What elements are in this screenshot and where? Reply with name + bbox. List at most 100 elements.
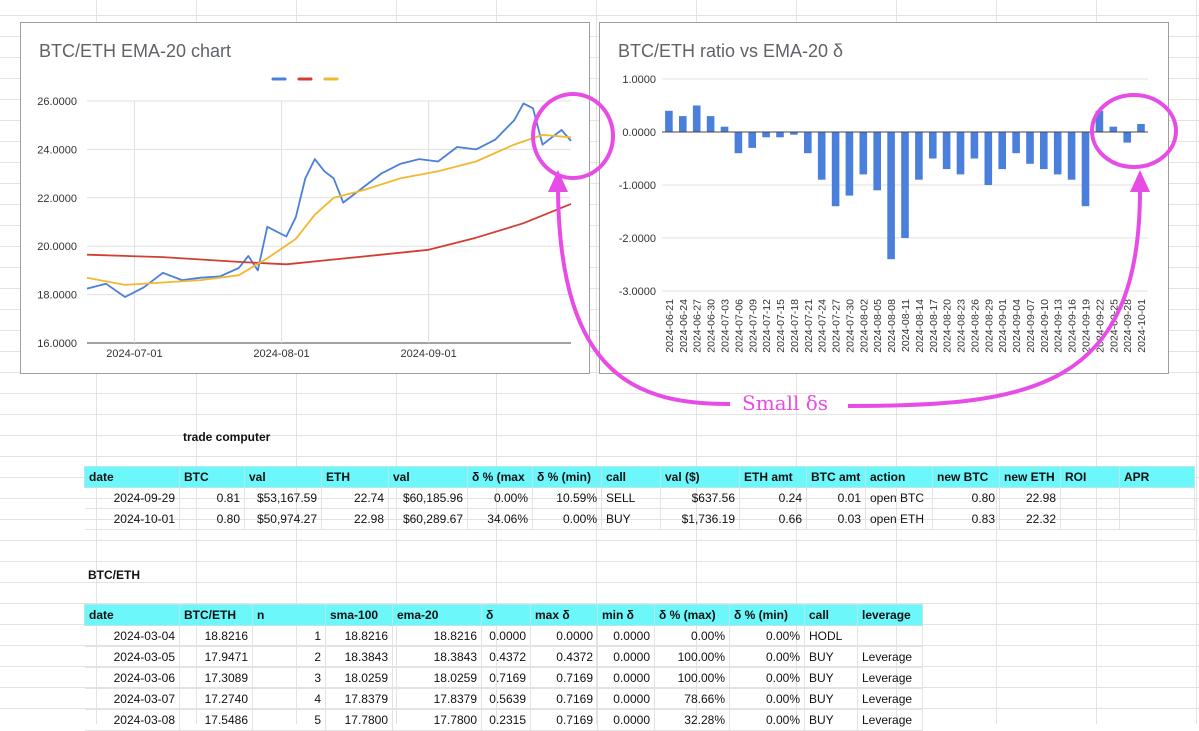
- cell[interactable]: SELL: [601, 487, 661, 509]
- cell[interactable]: 2024-03-07: [84, 688, 180, 710]
- cell[interactable]: 0.81: [179, 487, 245, 509]
- cell[interactable]: 0.80: [179, 508, 245, 530]
- cell[interactable]: 0.24: [739, 487, 807, 509]
- cell[interactable]: 17.7800: [392, 709, 482, 731]
- cell[interactable]: 2024-10-01: [84, 508, 180, 530]
- column-header[interactable]: δ: [481, 604, 531, 626]
- cell[interactable]: 0.5639: [481, 688, 531, 710]
- cell[interactable]: $1,736.19: [660, 508, 740, 530]
- cell[interactable]: 2: [252, 646, 326, 668]
- column-header[interactable]: val: [388, 466, 468, 488]
- column-header[interactable]: BTC: [179, 466, 245, 488]
- cell[interactable]: 18.0259: [392, 667, 482, 689]
- cell[interactable]: $50,974.27: [244, 508, 322, 530]
- cell[interactable]: BUY: [804, 709, 858, 731]
- cell[interactable]: 10.59%: [532, 487, 602, 509]
- cell[interactable]: 0.2315: [481, 709, 531, 731]
- cell[interactable]: 22.32: [999, 508, 1061, 530]
- cell[interactable]: 18.8216: [392, 625, 482, 647]
- ema-line-chart[interactable]: BTC/ETH EMA-20 chart 16.0000 18.0000 20.00…: [20, 22, 590, 374]
- cell[interactable]: 18.0259: [325, 667, 393, 689]
- cell[interactable]: 18.3843: [392, 646, 482, 668]
- column-header[interactable]: ETH amt: [739, 466, 807, 488]
- column-header[interactable]: δ % (max): [654, 604, 730, 626]
- cell[interactable]: [857, 625, 923, 647]
- column-header[interactable]: BTC amt: [806, 466, 866, 488]
- cell[interactable]: 34.06%: [467, 508, 533, 530]
- cell[interactable]: open ETH: [865, 508, 933, 530]
- cell[interactable]: 0.0000: [597, 625, 655, 647]
- cell[interactable]: 17.5486: [179, 709, 253, 731]
- cell[interactable]: $53,167.59: [244, 487, 322, 509]
- cell[interactable]: 2024-09-29: [84, 487, 180, 509]
- cell[interactable]: 17.8379: [325, 688, 393, 710]
- cell[interactable]: 0.00%: [532, 508, 602, 530]
- cell[interactable]: Leverage: [857, 688, 923, 710]
- column-header[interactable]: min δ: [597, 604, 655, 626]
- cell[interactable]: 0.80: [932, 487, 1000, 509]
- cell[interactable]: Leverage: [857, 646, 923, 668]
- cell[interactable]: 0.83: [932, 508, 1000, 530]
- cell[interactable]: 4: [252, 688, 326, 710]
- cell[interactable]: 0.0000: [597, 667, 655, 689]
- cell[interactable]: BUY: [804, 667, 858, 689]
- cell[interactable]: 0.0000: [597, 688, 655, 710]
- column-header[interactable]: call: [601, 466, 661, 488]
- cell[interactable]: 0.00%: [729, 646, 805, 668]
- cell[interactable]: 0.7169: [530, 688, 598, 710]
- cell[interactable]: 18.8216: [325, 625, 393, 647]
- cell[interactable]: 0.7169: [481, 667, 531, 689]
- column-header[interactable]: val: [244, 466, 322, 488]
- cell[interactable]: Leverage: [857, 709, 923, 731]
- cell[interactable]: BUY: [804, 646, 858, 668]
- cell[interactable]: 100.00%: [654, 646, 730, 668]
- column-header[interactable]: δ % (min): [729, 604, 805, 626]
- column-header[interactable]: date: [84, 466, 180, 488]
- column-header[interactable]: δ % (min): [532, 466, 602, 488]
- cell[interactable]: 0.00%: [729, 667, 805, 689]
- cell[interactable]: 0.01: [806, 487, 866, 509]
- cell[interactable]: 0.7169: [530, 709, 598, 731]
- cell[interactable]: 17.8379: [392, 688, 482, 710]
- column-header[interactable]: leverage: [857, 604, 923, 626]
- column-header[interactable]: δ % (max: [467, 466, 533, 488]
- cell[interactable]: [1060, 487, 1120, 509]
- cell[interactable]: 0.03: [806, 508, 866, 530]
- cell[interactable]: 0.0000: [481, 625, 531, 647]
- column-header[interactable]: BTC/ETH: [179, 604, 253, 626]
- column-header[interactable]: date: [84, 604, 180, 626]
- cell[interactable]: 0.0000: [597, 646, 655, 668]
- cell[interactable]: 0.4372: [481, 646, 531, 668]
- cell[interactable]: [1060, 508, 1120, 530]
- cell[interactable]: 22.98: [999, 487, 1061, 509]
- cell[interactable]: 0.4372: [530, 646, 598, 668]
- cell[interactable]: 100.00%: [654, 667, 730, 689]
- cell[interactable]: $60,185.96: [388, 487, 468, 509]
- cell[interactable]: BUY: [601, 508, 661, 530]
- cell[interactable]: 17.7800: [325, 709, 393, 731]
- cell[interactable]: 22.98: [321, 508, 389, 530]
- cell[interactable]: 0.00%: [729, 625, 805, 647]
- cell[interactable]: open BTC: [865, 487, 933, 509]
- column-header[interactable]: action: [865, 466, 933, 488]
- cell[interactable]: 22.74: [321, 487, 389, 509]
- cell[interactable]: 1: [252, 625, 326, 647]
- cell[interactable]: 0.0000: [530, 625, 598, 647]
- cell[interactable]: 0.00%: [654, 625, 730, 647]
- cell[interactable]: 0.00%: [467, 487, 533, 509]
- cell[interactable]: 2024-03-08: [84, 709, 180, 731]
- column-header[interactable]: sma-100: [325, 604, 393, 626]
- cell[interactable]: 18.3843: [325, 646, 393, 668]
- cell[interactable]: 0.7169: [530, 667, 598, 689]
- cell[interactable]: 0.0000: [597, 709, 655, 731]
- column-header[interactable]: ETH: [321, 466, 389, 488]
- column-header[interactable]: ema-20: [392, 604, 482, 626]
- column-header[interactable]: max δ: [530, 604, 598, 626]
- cell[interactable]: HODL: [804, 625, 858, 647]
- cell[interactable]: 78.66%: [654, 688, 730, 710]
- cell[interactable]: $637.56: [660, 487, 740, 509]
- cell[interactable]: 2024-03-05: [84, 646, 180, 668]
- cell[interactable]: 2024-03-04: [84, 625, 180, 647]
- column-header[interactable]: n: [252, 604, 326, 626]
- cell[interactable]: 17.2740: [179, 688, 253, 710]
